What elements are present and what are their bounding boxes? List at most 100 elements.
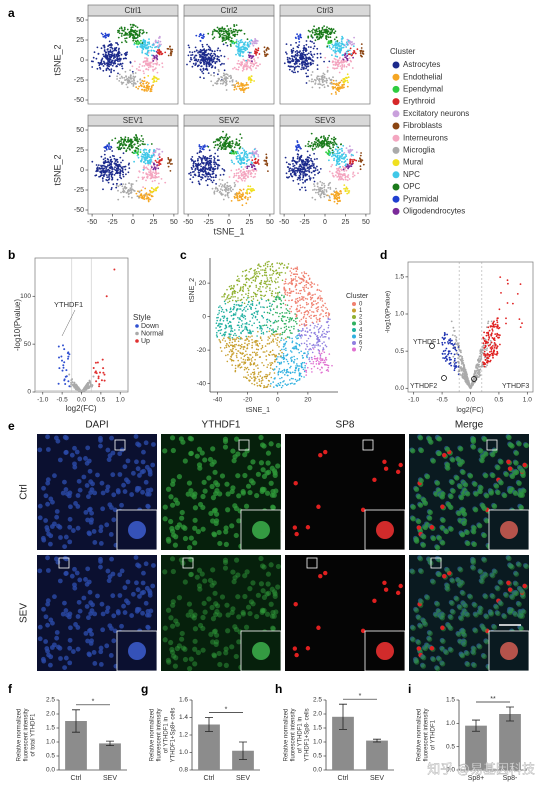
cell-dot — [132, 30, 135, 33]
cell-dot — [231, 84, 234, 87]
cell-dot — [130, 184, 133, 187]
cell-dot — [217, 68, 220, 71]
cell-dot — [296, 60, 299, 63]
cell-dot — [122, 29, 124, 32]
legend-label: Interneurons — [403, 133, 448, 142]
cell-dot — [151, 191, 153, 194]
cell-dot — [338, 71, 341, 74]
cell-dot — [340, 38, 343, 40]
cell-dot — [217, 32, 220, 34]
cell-dot — [288, 68, 291, 71]
cell-dot — [308, 291, 310, 294]
cell-dot — [138, 196, 140, 199]
cell-dot — [148, 194, 151, 197]
cell-dot — [335, 40, 337, 43]
cell-dot — [200, 178, 203, 181]
cell-dot — [120, 147, 123, 149]
cell-dot — [211, 33, 214, 36]
cell-dot — [245, 59, 248, 62]
cell-dot — [132, 83, 135, 86]
cell-dot — [251, 62, 253, 65]
cell-dot — [312, 62, 314, 65]
cell-dot — [207, 175, 210, 178]
cell-dot — [189, 171, 192, 174]
cell-dot — [121, 83, 123, 85]
cell-dot — [171, 163, 173, 165]
cell-dot — [224, 187, 227, 190]
cell-dot — [147, 82, 150, 85]
cell-dot — [100, 32, 103, 35]
cell-dot — [205, 172, 208, 174]
cell-dot — [168, 160, 171, 162]
cell-dot — [237, 52, 239, 54]
cell-dot — [312, 47, 315, 50]
cell-dot — [188, 172, 191, 175]
cell-dot — [210, 59, 213, 62]
cell-dot — [280, 386, 283, 389]
cell-dot — [152, 60, 155, 62]
cell-dot — [167, 162, 169, 165]
cell-dot — [226, 25, 229, 27]
cell-dot — [235, 152, 238, 155]
cell-dot — [91, 160, 94, 163]
cell-dot — [323, 189, 326, 191]
cell-dot — [226, 77, 229, 80]
y-axis-label: tSNE_2 — [52, 154, 62, 185]
cell-dot — [347, 190, 349, 192]
cell-dot — [335, 44, 338, 47]
cell-dot — [120, 75, 123, 78]
cell-dot — [268, 305, 271, 308]
cell-dot — [196, 65, 199, 68]
cell-dot — [222, 173, 225, 176]
cell-dot — [121, 144, 124, 147]
cell-dot — [344, 178, 347, 181]
cell-dot — [114, 56, 117, 58]
cell-dot — [253, 291, 255, 294]
cell-dot — [232, 188, 234, 191]
cell-dot — [208, 65, 211, 68]
cell-dot — [309, 30, 311, 33]
cell-dot — [94, 371, 97, 374]
cell-dot — [283, 62, 286, 65]
cell-dot — [325, 81, 328, 84]
cell-dot — [253, 383, 256, 386]
cell-dot — [238, 199, 241, 202]
cell-dot — [144, 187, 147, 190]
cell-dot — [158, 35, 161, 38]
cell-dot — [270, 341, 273, 343]
cell-dot — [338, 90, 340, 93]
cell-dot — [321, 145, 323, 147]
cell-dot — [312, 177, 315, 179]
cell-dot — [61, 359, 63, 362]
cell-dot — [299, 179, 301, 181]
cell-dot — [319, 194, 322, 197]
cell-dot — [323, 142, 326, 145]
cell-dot — [236, 144, 239, 147]
cell-dot — [222, 138, 225, 141]
cell-dot — [136, 39, 139, 42]
cell-dot — [143, 65, 146, 67]
cell-dot — [115, 183, 118, 185]
cell-dot — [299, 165, 301, 168]
cell-dot — [154, 159, 157, 162]
cell-dot — [235, 141, 238, 144]
cell-dot — [319, 52, 322, 55]
cell-dot — [336, 162, 338, 164]
cell-dot — [287, 362, 290, 365]
cell-dot — [213, 157, 216, 160]
cell-dot — [257, 154, 260, 156]
cell-dot — [245, 82, 248, 84]
cell-dot — [235, 45, 238, 47]
cell-dot — [130, 189, 132, 192]
cell-dot — [318, 32, 321, 34]
cell-dot — [225, 36, 228, 38]
cell-dot — [217, 47, 220, 50]
cell-dot — [126, 28, 129, 31]
cell-dot — [246, 154, 249, 156]
cell-dot — [339, 51, 341, 54]
cell-dot — [110, 171, 113, 174]
cell-dot — [212, 179, 215, 182]
cell-dot — [223, 74, 226, 77]
cell-dot — [203, 35, 205, 38]
cell-dot — [352, 45, 355, 48]
